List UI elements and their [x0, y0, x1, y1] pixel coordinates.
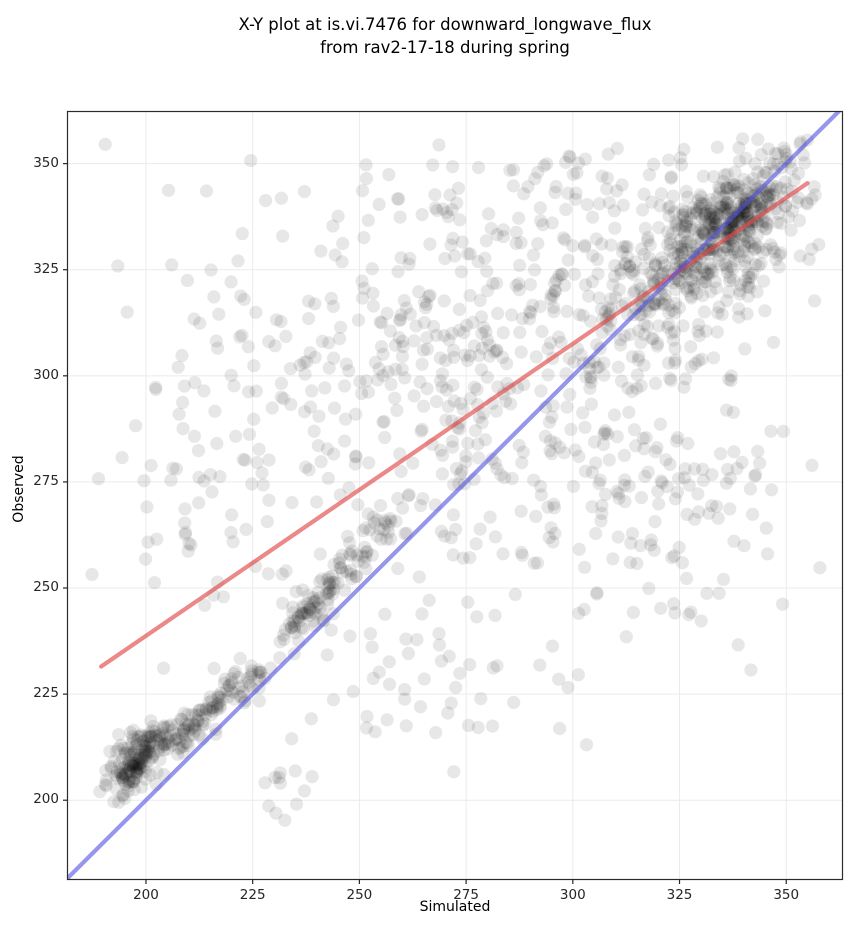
chart-title-line2: from rav2-17-18 during spring: [320, 38, 570, 57]
x-tick-label: 350: [773, 887, 800, 903]
tick-marks: [63, 163, 787, 884]
y-tick-label: 275: [33, 472, 59, 489]
chart-title: X-Y plot at is.vi.7476 for downward_long…: [47, 13, 843, 59]
chart-title-line1: X-Y plot at is.vi.7476 for downward_long…: [238, 15, 652, 34]
one-to-one-line: [67, 111, 842, 880]
x-tick-label: 275: [453, 887, 479, 903]
y-tick-label: 325: [33, 260, 59, 277]
y-tick-label: 250: [33, 579, 59, 596]
y-tick-label: 300: [33, 366, 59, 383]
regression-line: [99, 181, 810, 669]
plot-border: [66, 110, 844, 881]
y-tick-label: 225: [33, 685, 59, 702]
grid-lines: [67, 111, 843, 880]
x-tick-label: 325: [666, 887, 693, 903]
x-tick-label: 200: [133, 887, 159, 903]
x-tick-label: 300: [559, 887, 586, 903]
x-axis-label: Simulated: [419, 899, 491, 915]
y-tick-label: 350: [33, 154, 59, 171]
y-tick-label: 200: [33, 791, 59, 808]
y-axis-label: Observed: [11, 455, 27, 523]
x-tick-label: 225: [239, 887, 266, 903]
plot-lines: [67, 111, 842, 880]
scatter-plot: [63, 110, 844, 884]
x-tick-label: 250: [346, 887, 373, 903]
